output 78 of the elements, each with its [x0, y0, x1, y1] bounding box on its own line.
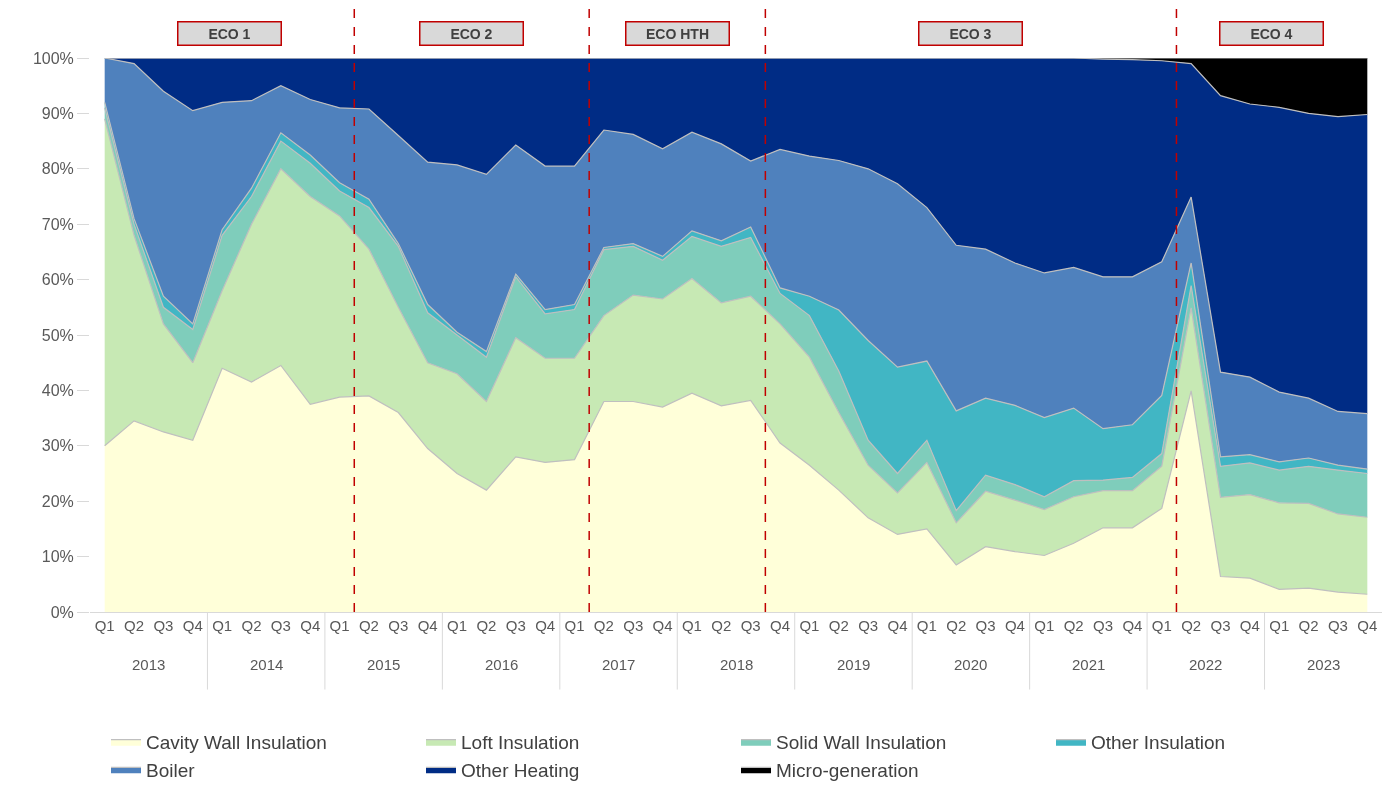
x-tick-label: Q1 [447, 617, 468, 634]
x-tick-label: Q3 [1210, 617, 1231, 634]
y-tick-label: 40% [41, 382, 74, 399]
x-tick-label: Q4 [300, 617, 321, 634]
legend-label: Loft Insulation [461, 732, 580, 754]
text: ECO 1 [208, 25, 251, 42]
x-tick-label: Q4 [652, 617, 673, 634]
x-tick-label: Q2 [476, 617, 497, 634]
x-tick-label: Q4 [1004, 617, 1025, 634]
legend-label: Other Insulation [1091, 732, 1226, 754]
text: 2017 [602, 656, 636, 673]
text: 2014 [250, 656, 284, 673]
text: 2020 [954, 656, 988, 673]
x-tick-label: Q1 [1151, 617, 1172, 634]
legend-label: Boiler [146, 759, 196, 781]
text: ECO 3 [949, 25, 992, 42]
legend-label: Micro-generation [776, 759, 919, 781]
x-tick-label: Q2 [1298, 617, 1319, 634]
y-tick-label: 60% [41, 271, 74, 289]
text: 2023 [1307, 656, 1341, 673]
x-tick-label: Q2 [358, 617, 379, 634]
x-tick-label: Q1 [1034, 617, 1055, 634]
x-tick-label: Q2 [946, 617, 967, 634]
text: ECO 4 [1250, 25, 1293, 42]
x-tick-label: Q3 [505, 617, 526, 634]
text: 2018 [720, 656, 754, 673]
text: 2015 [367, 656, 401, 673]
text: 2021 [1072, 656, 1106, 673]
legend-label: Other Heating [461, 759, 580, 781]
x-tick-label: Q4 [1357, 617, 1378, 634]
y-tick-label: 0% [50, 603, 74, 621]
x-tick-label: Q3 [1327, 617, 1348, 634]
x-tick-label: Q2 [711, 617, 732, 634]
legend-label: Cavity Wall Insulation [146, 732, 327, 754]
x-tick-label: Q3 [623, 617, 644, 634]
x-tick-label: Q3 [270, 617, 291, 634]
x-tick-label: Q2 [593, 617, 614, 634]
y-tick-label: 50% [41, 326, 74, 344]
x-tick-label: Q3 [858, 617, 879, 634]
text: ECO HTH [646, 25, 709, 42]
x-tick-label: Q3 [740, 617, 761, 634]
x-tick-label: Q4 [1122, 617, 1143, 634]
x-tick-label: Q1 [799, 617, 820, 634]
x-tick-label: Q1 [916, 617, 937, 634]
y-tick-label: 20% [41, 492, 74, 510]
x-tick-label: Q4 [182, 617, 203, 634]
x-tick-label: Q2 [1181, 617, 1202, 634]
x-tick-label: Q1 [329, 617, 350, 634]
x-tick-label: Q4 [887, 617, 908, 634]
y-tick-label: 70% [41, 215, 74, 233]
y-tick-label: 100% [32, 49, 74, 67]
x-tick-label: Q4 [535, 617, 556, 634]
text: 2019 [837, 656, 871, 673]
x-tick-label: Q4 [1239, 617, 1260, 634]
x-tick-label: Q2 [1063, 617, 1084, 634]
x-tick-label: Q4 [770, 617, 791, 634]
x-tick-label: Q1 [564, 617, 585, 634]
x-tick-label: Q3 [388, 617, 409, 634]
x-tick-label: Q4 [417, 617, 438, 634]
text: 2013 [132, 656, 166, 673]
x-tick-label: Q1 [94, 617, 115, 634]
text: 2022 [1189, 656, 1223, 673]
x-tick-label: Q2 [241, 617, 262, 634]
x-tick-label: Q1 [681, 617, 702, 634]
x-tick-label: Q2 [828, 617, 849, 634]
text: ECO 2 [450, 25, 493, 42]
x-tick-label: Q1 [212, 617, 233, 634]
x-tick-label: Q3 [153, 617, 174, 634]
x-tick-label: Q1 [1269, 617, 1290, 634]
y-tick-label: 30% [41, 437, 74, 455]
x-tick-label: Q3 [1093, 617, 1114, 634]
y-tick-label: 80% [41, 160, 74, 178]
y-tick-label: 10% [41, 548, 74, 566]
text: 2016 [485, 656, 519, 673]
x-tick-label: Q3 [975, 617, 996, 634]
x-tick-label: Q2 [124, 617, 145, 634]
legend-label: Solid Wall Insulation [776, 732, 947, 754]
y-tick-label: 90% [41, 105, 74, 122]
